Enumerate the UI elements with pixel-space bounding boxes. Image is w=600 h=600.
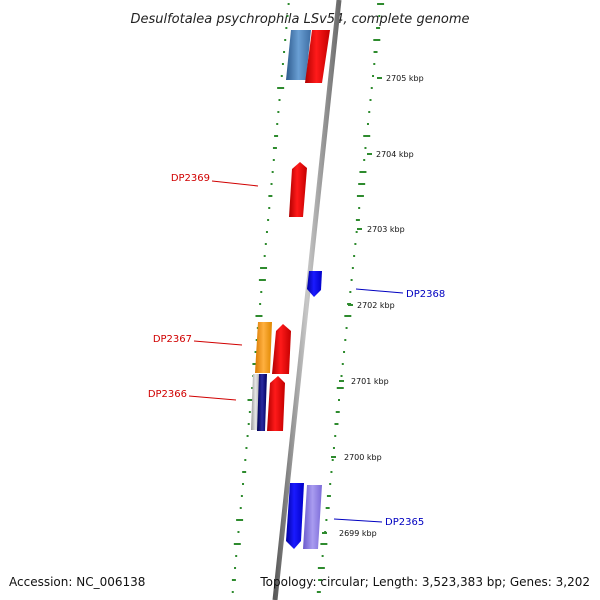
gene-label-dp2365[interactable]: DP2365 [333, 517, 424, 528]
accession-text: Accession: NC_006138 [9, 575, 145, 589]
gene-label-dp2366[interactable]: DP2366 [148, 389, 237, 401]
ruler: 2705 kbp 2704 kbp 2703 kbp 2702 kbp 2701… [322, 74, 424, 538]
tick-label: 2701 kbp [351, 377, 389, 386]
gene-label-dp2369[interactable]: DP2369 [171, 173, 259, 187]
gene-label-text[interactable]: DP2368 [406, 289, 445, 300]
tick-label: 2700 kbp [344, 453, 382, 462]
genome-backbone [272, 0, 342, 600]
tick-label: 2702 kbp [357, 301, 395, 310]
gene-label-text[interactable]: DP2367 [153, 334, 192, 345]
tick-label: 2699 kbp [339, 529, 377, 538]
gene-label-dp2367[interactable]: DP2367 [153, 334, 243, 346]
gene-label-text[interactable]: DP2366 [148, 389, 187, 400]
tick-label: 2703 kbp [367, 225, 405, 234]
tick-label: 2705 kbp [386, 74, 424, 83]
feature-top-partial [286, 30, 330, 83]
gene-label-dp2368[interactable]: DP2368 [355, 288, 445, 300]
gc-track-inner [231, 3, 290, 593]
gene-label-text[interactable]: DP2369 [171, 173, 210, 184]
gene-dp2365-arrow[interactable] [286, 483, 322, 549]
gene-label-text[interactable]: DP2365 [385, 517, 424, 528]
gene-dp2369-arrow[interactable] [289, 162, 307, 217]
gene-dp2368-arrow[interactable] [307, 271, 322, 297]
tick-label: 2704 kbp [376, 150, 414, 159]
gene-dp2366-arrow[interactable] [251, 374, 285, 431]
map-title: Desulfotalea psychrophila LSv54, complet… [130, 12, 469, 27]
gene-arrow-top-steel [286, 30, 311, 80]
gene-arrow-top-red [305, 30, 330, 83]
gene-dp2367-arrow[interactable] [255, 322, 291, 374]
summary-text: Topology: circular; Length: 3,523,383 bp… [259, 575, 590, 589]
